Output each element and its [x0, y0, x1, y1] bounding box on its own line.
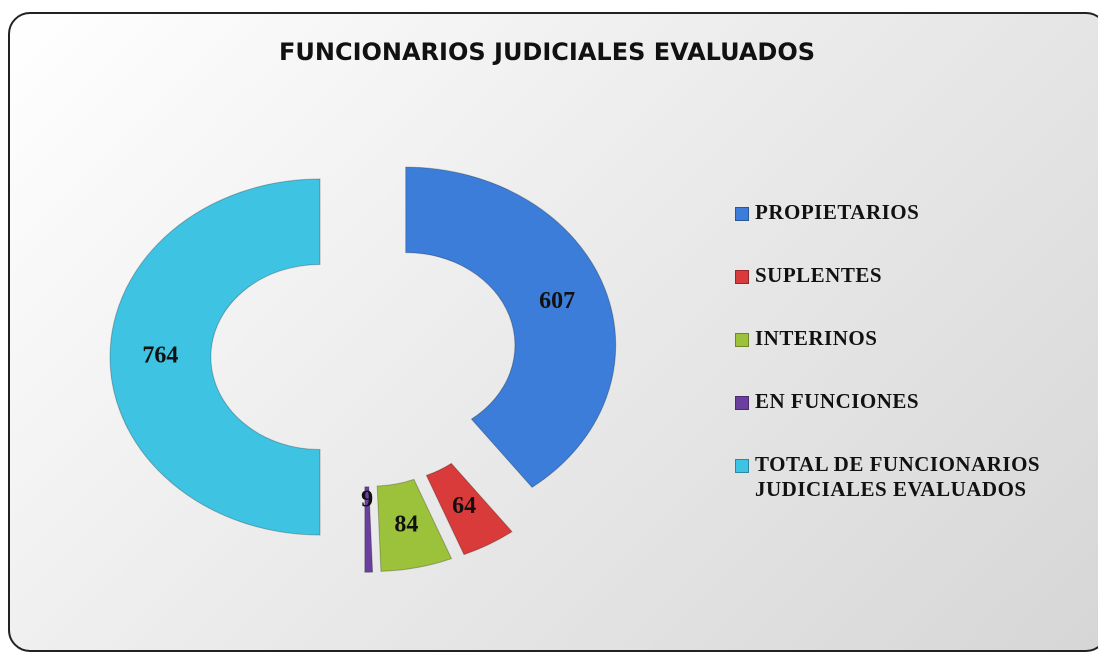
chart: FUNCIONARIOS JUDICIALES EVALUADOS 607 64 8…	[109, 38, 815, 573]
legend-swatch	[735, 207, 749, 221]
chart-title: FUNCIONARIOS JUDICIALES EVALUADOS	[279, 38, 815, 66]
legend-swatch	[735, 333, 749, 347]
legend: PROPIETARIOS SUPLENTES INTERINOS EN FUNCION…	[735, 200, 1095, 515]
legend-label: EN FUNCIONES	[755, 389, 920, 413]
legend-item: TOTAL DE FUNCIONARIOS JUDICIALES EVALUAD…	[735, 452, 1095, 515]
legend-label: TOTAL DE FUNCIONARIOS JUDICIALES EVALUAD…	[755, 452, 1041, 501]
data-label: 64	[452, 493, 476, 519]
legend-swatch	[735, 270, 749, 284]
donut-slice	[425, 462, 513, 556]
data-label: 764	[142, 343, 178, 369]
legend-item: SUPLENTES	[735, 263, 1095, 326]
legend-item: EN FUNCIONES	[735, 389, 1095, 452]
legend-item: PROPIETARIOS	[735, 200, 1095, 263]
data-label: 607	[539, 288, 575, 314]
donut-slice	[109, 178, 321, 536]
legend-item: INTERINOS	[735, 326, 1095, 389]
data-label: 9	[361, 487, 373, 513]
donut-slice	[364, 486, 374, 573]
legend-swatch	[735, 459, 749, 473]
data-label: 84	[394, 511, 418, 537]
legend-label: PROPIETARIOS	[755, 200, 920, 224]
legend-label: INTERINOS	[755, 326, 878, 350]
legend-label: SUPLENTES	[755, 263, 883, 287]
donut-slice	[376, 478, 453, 572]
legend-swatch	[735, 396, 749, 410]
donut-slice	[405, 166, 617, 488]
